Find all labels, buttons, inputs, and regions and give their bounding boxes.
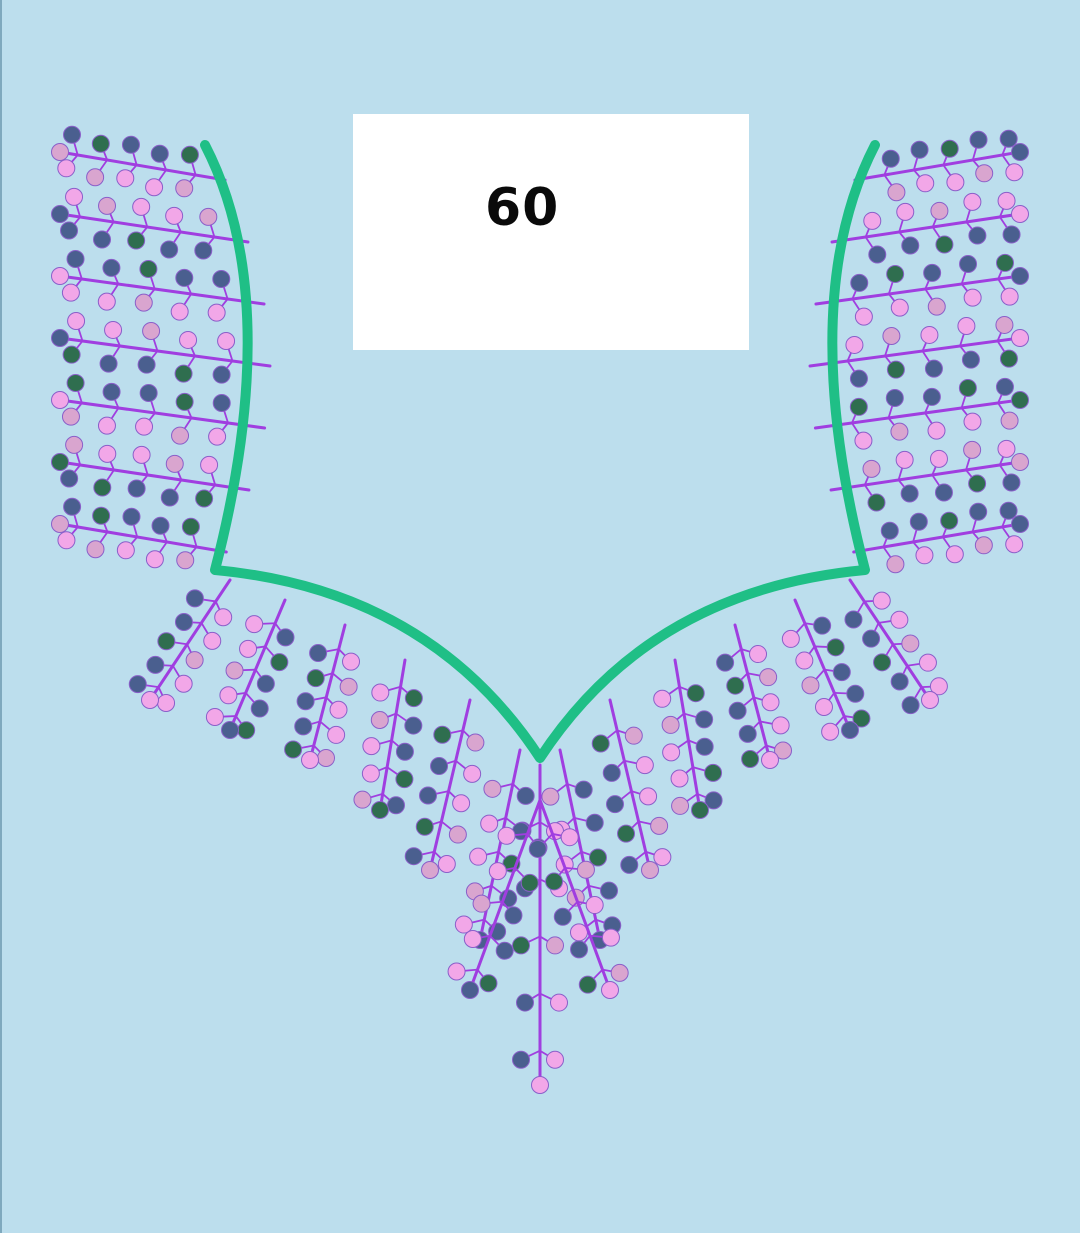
vine-branch	[831, 440, 1028, 511]
vine-branch	[810, 316, 1028, 387]
vine-branch	[854, 502, 1029, 573]
vine-branch	[717, 625, 792, 769]
vine-branch	[129, 580, 231, 711]
design-number: 60	[485, 178, 559, 238]
vine-branch	[354, 660, 422, 819]
vine-branch	[52, 498, 227, 569]
vine-branch	[816, 254, 1029, 325]
vine-branch	[52, 250, 265, 321]
vine-branch	[52, 436, 249, 507]
vine-branch	[855, 130, 1029, 201]
vine-branch	[513, 765, 568, 1094]
design-label-card: 60	[353, 114, 749, 350]
vine-branch	[52, 374, 265, 445]
vine-branch	[832, 192, 1028, 263]
vine-branch	[654, 660, 722, 819]
vine-branch	[815, 378, 1028, 449]
vine-branch	[52, 188, 248, 259]
vine-branch	[285, 625, 360, 769]
vine-branch	[52, 312, 270, 383]
vine-branch	[52, 126, 226, 197]
